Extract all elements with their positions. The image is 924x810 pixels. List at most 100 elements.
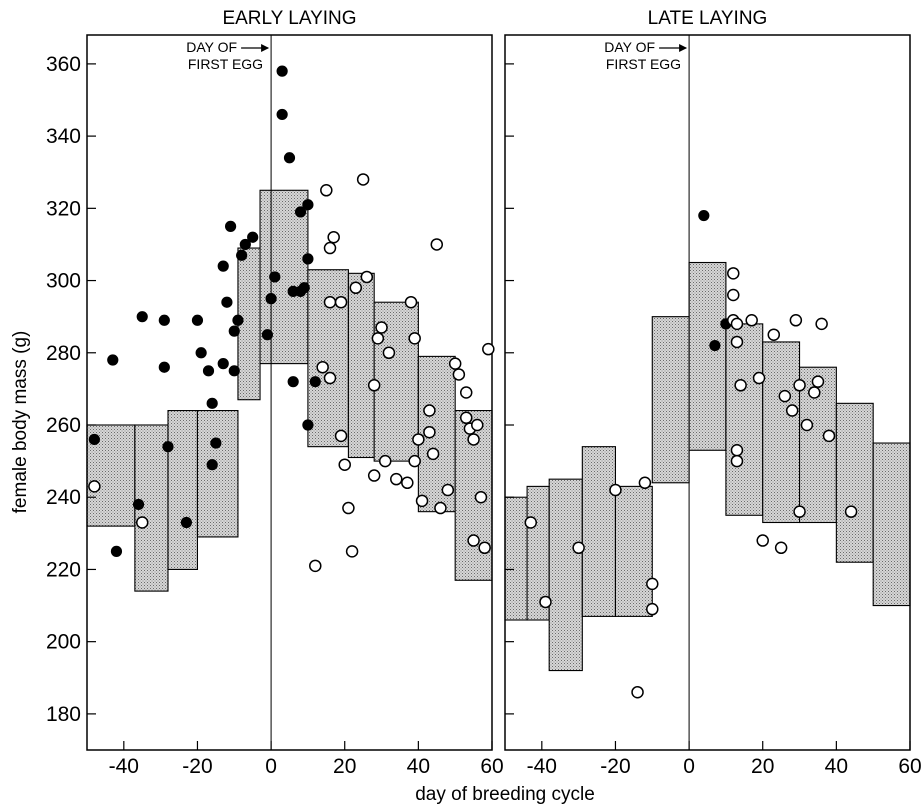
band-step-11 bbox=[872, 442, 911, 607]
point-open bbox=[808, 386, 821, 399]
plot-frame bbox=[504, 34, 911, 751]
point-open bbox=[778, 389, 792, 403]
first-egg-annotation: DAY OF FIRST EGG bbox=[604, 39, 681, 72]
band-step-2 bbox=[548, 478, 583, 672]
point-open bbox=[811, 375, 825, 388]
panel-late-laying: LATE LAYING DAY OF FIRST EGG -40 -20 0 20 40 60 bbox=[504, 8, 922, 778]
data-points bbox=[524, 209, 858, 699]
point-open bbox=[412, 433, 425, 446]
data-points bbox=[88, 65, 495, 573]
first-egg-arrow bbox=[241, 44, 270, 52]
x-tick-label: 60 bbox=[480, 755, 503, 778]
point-filled bbox=[283, 152, 296, 164]
point-open bbox=[323, 371, 337, 385]
point-open bbox=[467, 534, 480, 547]
x-tick-label: 20 bbox=[333, 755, 356, 778]
range-band bbox=[504, 261, 911, 672]
point-open bbox=[524, 516, 538, 529]
x-tick-label: 20 bbox=[751, 755, 774, 778]
point-open bbox=[482, 342, 495, 356]
band-step-4 bbox=[614, 485, 653, 617]
point-filled bbox=[221, 296, 233, 308]
point-filled bbox=[302, 199, 314, 211]
x-tick-label: -40 bbox=[527, 755, 557, 778]
point-filled bbox=[265, 293, 277, 305]
point-open bbox=[815, 317, 828, 331]
point-filled bbox=[202, 365, 215, 377]
point-filled bbox=[136, 311, 148, 323]
point-open bbox=[415, 494, 429, 508]
point-filled bbox=[132, 498, 145, 511]
point-open bbox=[774, 541, 788, 555]
point-open bbox=[334, 295, 348, 309]
band-step-2 bbox=[167, 410, 199, 570]
point-open bbox=[408, 332, 421, 345]
point-open bbox=[767, 328, 781, 341]
point-open bbox=[752, 371, 766, 385]
point-open bbox=[539, 595, 552, 609]
y-tick-label: 360 bbox=[46, 53, 81, 76]
point-filled bbox=[88, 433, 100, 446]
y-tick-label: 240 bbox=[46, 486, 81, 509]
point-open bbox=[430, 238, 444, 251]
point-open bbox=[467, 433, 480, 446]
point-open bbox=[478, 541, 491, 555]
point-filled bbox=[158, 361, 170, 373]
y-axis-label: female body mass (g) bbox=[10, 331, 31, 514]
band-step-7 bbox=[725, 323, 764, 516]
point-filled bbox=[217, 260, 229, 272]
plot-frame bbox=[86, 34, 493, 751]
y-tick-label: 220 bbox=[46, 558, 81, 581]
point-filled bbox=[195, 347, 207, 359]
band-step-0 bbox=[504, 496, 528, 621]
point-filled bbox=[287, 376, 299, 388]
point-open bbox=[88, 480, 101, 493]
point-open bbox=[844, 505, 858, 518]
point-open bbox=[401, 476, 414, 490]
x-tick-label: -20 bbox=[600, 755, 630, 778]
point-open bbox=[345, 545, 359, 558]
panel-early-laying: EARLY LAYING DAY OF FIRST EGG -40 -20 0 20 40 60… bbox=[46, 8, 504, 778]
point-open bbox=[316, 360, 329, 374]
point-filled bbox=[709, 339, 721, 352]
point-open bbox=[323, 295, 337, 309]
y-tick-label: 300 bbox=[46, 270, 81, 293]
point-filled bbox=[269, 271, 281, 283]
point-filled bbox=[298, 282, 310, 294]
point-filled bbox=[210, 437, 222, 449]
point-open bbox=[730, 317, 744, 331]
point-filled bbox=[228, 365, 240, 377]
point-open bbox=[320, 184, 333, 197]
point-filled bbox=[239, 238, 251, 251]
point-open bbox=[441, 483, 455, 497]
point-open bbox=[423, 425, 436, 439]
point-filled bbox=[247, 231, 259, 243]
point-open bbox=[452, 368, 466, 381]
x-tick-label: -40 bbox=[109, 755, 139, 778]
point-filled bbox=[191, 314, 204, 326]
y-axis: 180 200 220 240 260 280 300 320 340 360 bbox=[46, 53, 96, 726]
point-open bbox=[785, 404, 799, 417]
x-tick-label: 0 bbox=[683, 755, 695, 778]
point-filled bbox=[309, 376, 321, 388]
point-open bbox=[471, 418, 484, 432]
point-open bbox=[135, 516, 149, 529]
point-filled bbox=[698, 209, 710, 222]
point-open bbox=[426, 447, 440, 461]
y-tick-label: 320 bbox=[46, 197, 81, 220]
point-open bbox=[459, 386, 473, 399]
y-tick-label: 260 bbox=[46, 414, 81, 437]
band-step-6 bbox=[688, 261, 727, 451]
point-open bbox=[378, 454, 392, 468]
point-open bbox=[789, 314, 803, 327]
point-open bbox=[323, 241, 337, 255]
point-open bbox=[793, 505, 806, 518]
point-open bbox=[609, 483, 622, 497]
point-filled bbox=[302, 419, 314, 431]
point-open bbox=[375, 321, 388, 334]
y-tick-label: 280 bbox=[46, 342, 81, 365]
point-filled bbox=[236, 249, 248, 261]
point-open bbox=[730, 444, 744, 457]
point-open bbox=[474, 490, 488, 504]
point-filled bbox=[107, 354, 119, 366]
